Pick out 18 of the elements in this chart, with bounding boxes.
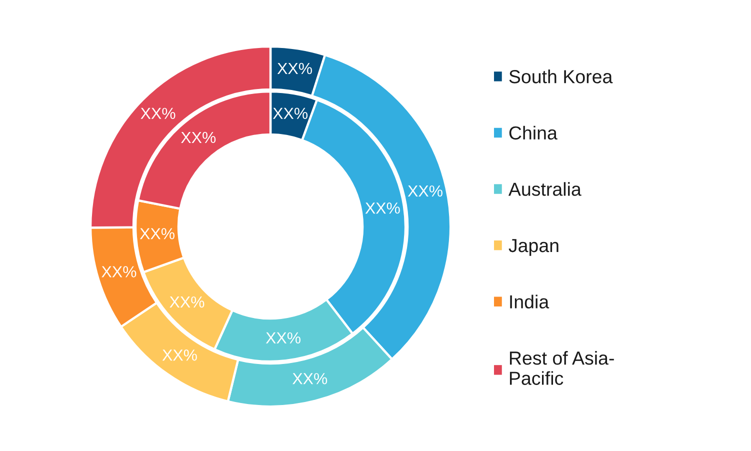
legend-label: China xyxy=(509,126,558,140)
data-label: XX% xyxy=(140,108,176,119)
legend-label: South Korea xyxy=(509,70,613,84)
data-label: XX% xyxy=(365,202,400,214)
data-label: XX% xyxy=(266,332,300,344)
legend-label: Japan xyxy=(508,239,558,256)
data-label: XX% xyxy=(102,266,136,278)
data-label: XX% xyxy=(162,350,197,361)
legend-label: India xyxy=(510,294,550,308)
data-label: XX% xyxy=(170,296,204,308)
data-label: XX% xyxy=(408,185,442,197)
data-label: XX% xyxy=(277,62,312,74)
legend-label: Australia xyxy=(508,182,582,196)
legend-label: Rest of Asia-Pacific xyxy=(510,351,614,385)
data-label: XX% xyxy=(181,132,216,144)
data-label: XX% xyxy=(140,228,175,240)
data-label: XX% xyxy=(292,373,328,384)
data-label: XX% xyxy=(272,108,308,119)
